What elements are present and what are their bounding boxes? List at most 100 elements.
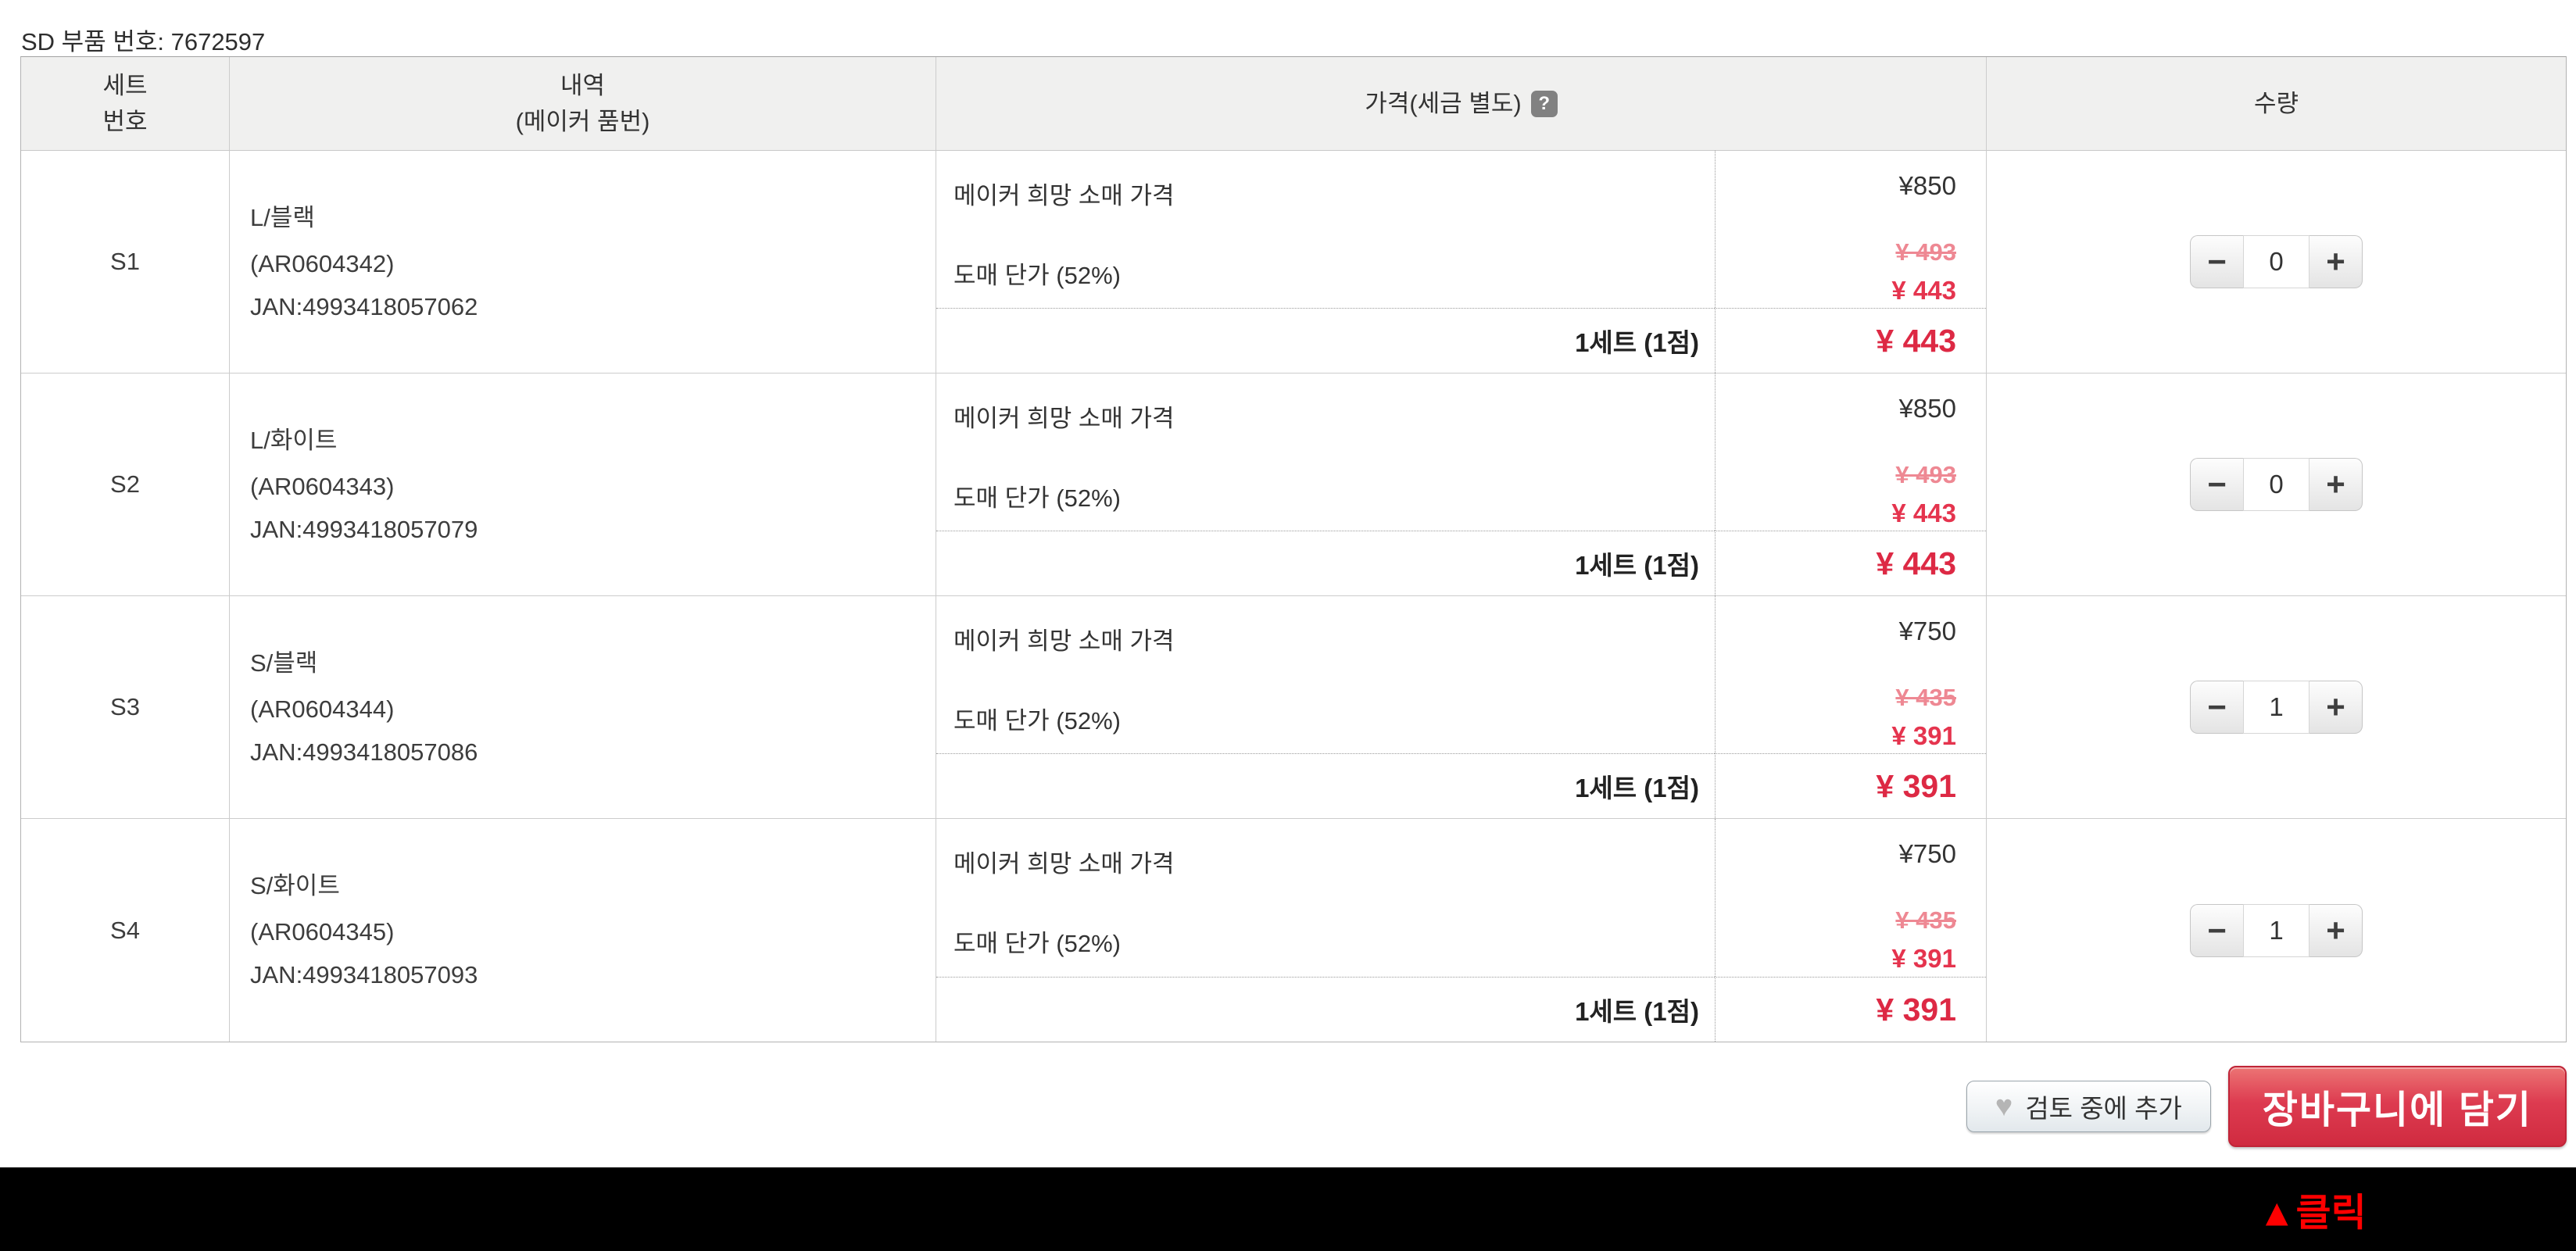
subtotal-price: ¥ 443 <box>1715 308 1986 373</box>
qty-decrease-button[interactable]: − <box>2190 681 2243 734</box>
wholesale-price-label: 도매 단가 (52%) <box>953 930 1121 957</box>
subtotal-label-text: 1세트 (1점) <box>1575 328 1699 357</box>
column-header-quantity: 수량 <box>1986 57 2566 150</box>
table-row: S2 L/화이트 (AR0604343) JAN:4993418057079 메… <box>21 374 2566 596</box>
quantity-cell: − + <box>1986 151 2566 373</box>
sale-wholesale-price: ¥ 443 <box>1891 276 1956 305</box>
help-icon[interactable]: ? <box>1530 90 1558 117</box>
add-to-review-button[interactable]: ♥ 검토 중에 추가 <box>1966 1081 2211 1132</box>
variant-name: S/블랙 <box>250 649 318 677</box>
table-row: S4 S/화이트 (AR0604345) JAN:4993418057093 메… <box>21 819 2566 1042</box>
price-header-label: 가격(세금 별도) <box>1365 89 1522 117</box>
subtotal-label: 1세트 (1점) <box>936 753 1715 818</box>
quantity-header-label: 수량 <box>2253 89 2299 117</box>
subtotal-price: ¥ 443 <box>1715 531 1986 595</box>
price-amounts: ¥850 ¥ 493 ¥ 443 <box>1715 151 1986 308</box>
price-labels: 메이커 희망 소매 가격 도매 단가 (52%) <box>936 596 1715 753</box>
qty-decrease-button[interactable]: − <box>2190 903 2243 957</box>
wholesale-price-label: 도매 단가 (52%) <box>953 262 1121 289</box>
qty-increase-button[interactable]: + <box>2309 458 2363 511</box>
retail-price-label: 메이커 희망 소매 가격 <box>953 850 1175 877</box>
quantity-cell: − + <box>1986 374 2566 595</box>
description-cell: S/블랙 (AR0604344) JAN:4993418057086 <box>229 596 936 818</box>
quantity-stepper: − + <box>2190 458 2363 511</box>
sale-wholesale-price: ¥ 391 <box>1891 944 1956 973</box>
description-header-line2: (메이커 품번) <box>515 107 650 135</box>
add-to-cart-button[interactable]: 장바구니에 담기 <box>2227 1066 2567 1147</box>
set-number: S1 <box>110 248 140 275</box>
action-buttons: ♥ 검토 중에 추가 장바구니에 담기 <box>1966 1066 2567 1147</box>
wholesale-price-label: 도매 단가 (52%) <box>953 707 1121 735</box>
retail-price-label: 메이커 희망 소매 가격 <box>953 627 1175 655</box>
price-amounts: ¥750 ¥ 435 ¥ 391 <box>1715 819 1986 977</box>
heart-icon: ♥ <box>1995 1090 2013 1123</box>
subtotal-price: ¥ 391 <box>1715 753 1986 818</box>
qty-increase-button[interactable]: + <box>2309 681 2363 734</box>
table-body: S1 L/블랙 (AR0604342) JAN:4993418057062 메이… <box>21 151 2566 1042</box>
set-number-cell: S3 <box>21 596 229 818</box>
column-header-set-number: 세트 번호 <box>21 57 229 150</box>
description-header-line1: 내역 <box>560 71 606 99</box>
maker-part-number: (AR0604343) <box>250 472 395 500</box>
qty-decrease-button[interactable]: − <box>2190 458 2243 511</box>
qty-increase-button[interactable]: + <box>2309 235 2363 288</box>
jan-code: JAN:4993418057086 <box>250 738 478 766</box>
variant-name: S/화이트 <box>250 872 340 899</box>
quantity-cell: − + <box>1986 819 2566 1042</box>
price-amounts: ¥850 ¥ 493 ¥ 443 <box>1715 374 1986 531</box>
old-wholesale-price: ¥ 493 <box>1895 461 1956 488</box>
old-wholesale-price: ¥ 435 <box>1895 684 1956 711</box>
description-cell: L/화이트 (AR0604343) JAN:4993418057079 <box>229 374 936 595</box>
price-cell: 메이커 희망 소매 가격 도매 단가 (52%) ¥850 ¥ 493 ¥ 44… <box>936 374 1986 595</box>
price-labels: 메이커 희망 소매 가격 도매 단가 (52%) <box>936 819 1715 977</box>
price-cell: 메이커 희망 소매 가격 도매 단가 (52%) ¥750 ¥ 435 ¥ 39… <box>936 819 1986 1042</box>
quantity-stepper: − + <box>2190 903 2363 957</box>
qty-input[interactable] <box>2243 681 2309 734</box>
column-header-price: 가격(세금 별도) ? <box>936 57 1986 150</box>
table-row: S1 L/블랙 (AR0604342) JAN:4993418057062 메이… <box>21 151 2566 374</box>
subtotal-price-text: ¥ 391 <box>1876 767 1956 804</box>
retail-price: ¥850 <box>1898 394 1956 423</box>
table-header-row: 세트 번호 내역 (메이커 품번) 가격(세금 별도) ? 수량 <box>21 57 2566 151</box>
jan-code: JAN:4993418057079 <box>250 515 478 543</box>
retail-price-label: 메이커 희망 소매 가격 <box>953 182 1175 209</box>
maker-part-number: (AR0604342) <box>250 249 395 277</box>
subtotal-label: 1세트 (1점) <box>936 308 1715 373</box>
retail-price: ¥750 <box>1898 839 1956 868</box>
price-cell: 메이커 희망 소매 가격 도매 단가 (52%) ¥850 ¥ 493 ¥ 44… <box>936 151 1986 373</box>
wholesale-price-label: 도매 단가 (52%) <box>953 484 1121 512</box>
qty-decrease-button[interactable]: − <box>2190 235 2243 288</box>
footer-black-bar: ▲클릭 <box>0 1167 2576 1251</box>
subtotal-label-text: 1세트 (1점) <box>1575 551 1699 580</box>
subtotal-label: 1세트 (1점) <box>936 531 1715 595</box>
set-number-header-line1: 세트 <box>102 71 148 99</box>
sale-wholesale-price: ¥ 391 <box>1891 721 1956 750</box>
jan-code: JAN:4993418057062 <box>250 292 478 320</box>
maker-part-number: (AR0604345) <box>250 918 395 945</box>
jan-code: JAN:4993418057093 <box>250 961 478 988</box>
price-labels: 메이커 희망 소매 가격 도매 단가 (52%) <box>936 151 1715 308</box>
set-number: S3 <box>110 693 140 720</box>
quantity-stepper: − + <box>2190 235 2363 288</box>
subtotal-price-text: ¥ 391 <box>1876 991 1956 1028</box>
set-number: S2 <box>110 470 140 498</box>
qty-input[interactable] <box>2243 903 2309 957</box>
variant-name: L/화이트 <box>250 426 338 454</box>
description-cell: L/블랙 (AR0604342) JAN:4993418057062 <box>229 151 936 373</box>
subtotal-label-text: 1세트 (1점) <box>1575 997 1699 1026</box>
variant-name: L/블랙 <box>250 203 315 231</box>
retail-price-label: 메이커 희망 소매 가격 <box>953 405 1175 432</box>
qty-increase-button[interactable]: + <box>2309 903 2363 957</box>
price-amounts: ¥750 ¥ 435 ¥ 391 <box>1715 596 1986 753</box>
qty-input[interactable] <box>2243 235 2309 288</box>
subtotal-label: 1세트 (1점) <box>936 977 1715 1042</box>
set-number-cell: S4 <box>21 819 229 1042</box>
retail-price: ¥850 <box>1898 171 1956 200</box>
qty-input[interactable] <box>2243 458 2309 511</box>
click-callout: ▲클릭 <box>2258 1192 2367 1234</box>
subtotal-price-text: ¥ 443 <box>1876 322 1956 359</box>
retail-price: ¥750 <box>1898 617 1956 645</box>
maker-part-number: (AR0604344) <box>250 695 395 723</box>
column-header-description: 내역 (메이커 품번) <box>229 57 936 150</box>
set-number-cell: S2 <box>21 374 229 595</box>
